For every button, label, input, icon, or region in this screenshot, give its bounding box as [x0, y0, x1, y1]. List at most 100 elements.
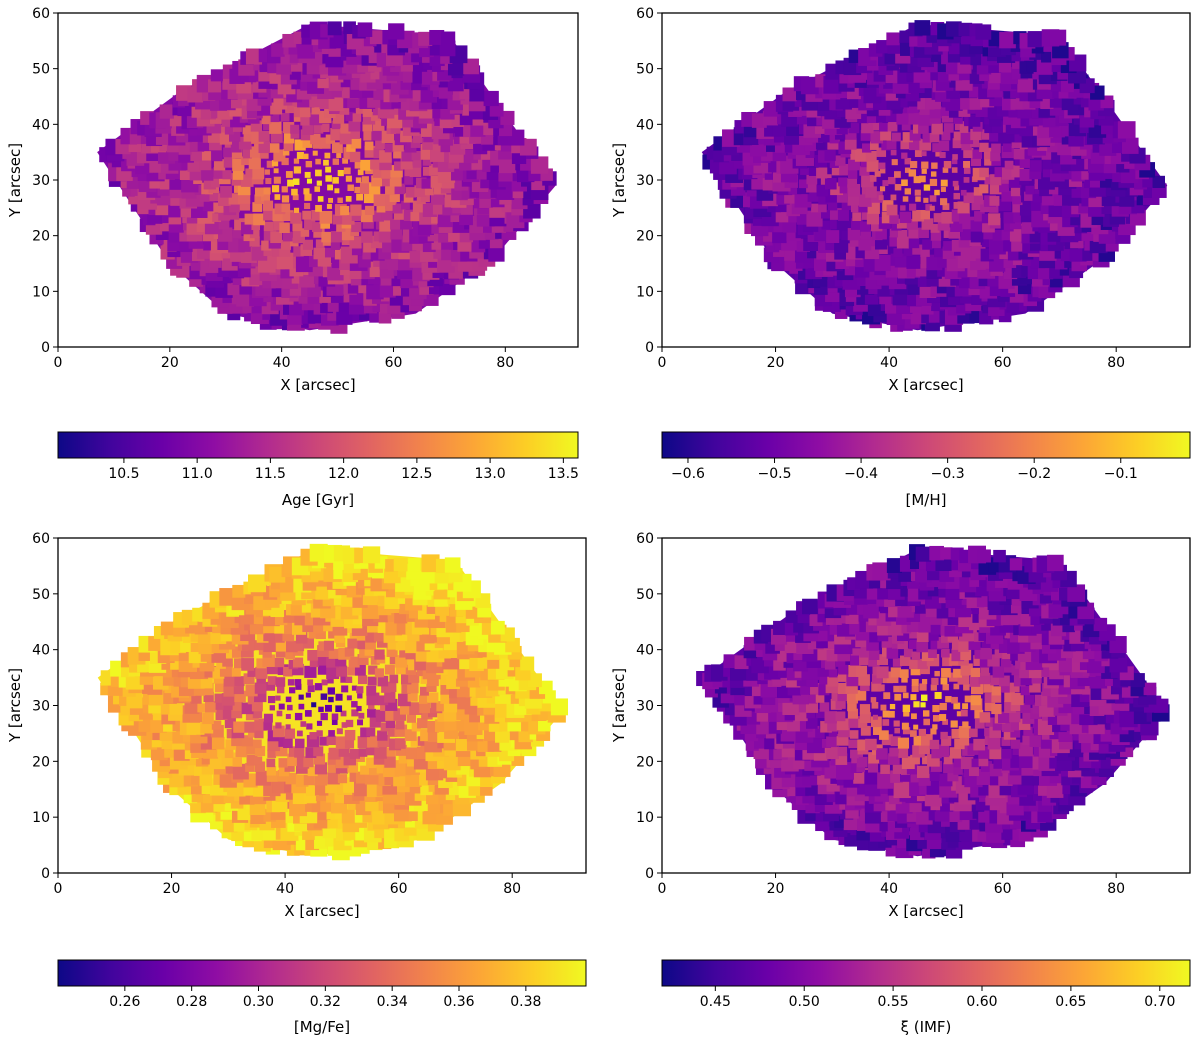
bin-tile	[356, 193, 364, 201]
bin-tile	[1130, 673, 1145, 688]
bin-tile	[891, 159, 898, 166]
bin-tile	[223, 686, 235, 697]
bin-tile	[331, 142, 343, 154]
bin-tile	[225, 739, 237, 750]
colorbar-tick-label: 13.5	[548, 466, 579, 482]
bin-tile	[287, 179, 295, 187]
bin-tile	[820, 721, 832, 733]
bin-tile	[922, 755, 931, 765]
bin-tile	[340, 123, 351, 134]
bin-tile	[837, 209, 849, 221]
y-ticks: 0 10 20 30 40 50 60	[636, 531, 662, 882]
bin-tile	[1014, 155, 1025, 166]
bin-tile	[883, 692, 891, 700]
bin-tile	[372, 168, 383, 178]
x-tick-label: 80	[503, 881, 521, 897]
bin-tile	[312, 150, 318, 156]
bin-tile	[285, 772, 298, 785]
bin-tile	[404, 175, 414, 185]
bin-tile	[1029, 681, 1041, 693]
bin-tile	[505, 637, 520, 653]
bin-tile	[807, 725, 820, 738]
bin-tile	[893, 781, 911, 799]
bin-tile	[1010, 701, 1021, 712]
bin-tile	[878, 195, 884, 201]
bin-tile	[418, 695, 428, 704]
bin-tile	[806, 173, 818, 185]
bin-tile	[1019, 205, 1031, 216]
bin-tile	[808, 166, 819, 176]
bin-tile	[258, 130, 270, 142]
bin-tile	[859, 704, 871, 715]
bin-tile	[974, 647, 986, 659]
bin-tile	[861, 209, 872, 220]
bin-tile	[375, 139, 385, 150]
bin-tile	[252, 708, 263, 719]
bin-tile	[865, 150, 877, 162]
bin-tile	[886, 32, 900, 46]
bin-tile	[887, 121, 898, 132]
bin-tile	[342, 157, 349, 164]
bin-tile	[371, 175, 383, 187]
bin-tile	[910, 730, 917, 737]
bin-tile	[879, 186, 886, 192]
bin-tile	[431, 191, 444, 205]
bin-tile	[354, 161, 362, 169]
bin-tile	[263, 221, 274, 232]
bin-tile	[800, 683, 812, 695]
bin-tile	[943, 755, 953, 765]
bin-tile	[283, 141, 294, 152]
bin-tile	[950, 720, 958, 728]
bin-tile	[910, 665, 921, 676]
bin-tile	[249, 228, 260, 239]
bin-tile	[311, 210, 322, 221]
bin-tile	[404, 729, 417, 741]
bin-tile	[381, 209, 393, 221]
bin-tile	[1029, 733, 1044, 747]
bin-tile	[829, 219, 840, 230]
bin-tile	[223, 147, 233, 158]
bin-tile	[815, 708, 826, 719]
bin-tile	[798, 179, 808, 189]
bin-tile	[824, 659, 836, 670]
bin-tile	[392, 203, 403, 214]
bin-tile	[332, 158, 340, 165]
bin-tile	[422, 157, 432, 166]
x-tick-label: 80	[496, 355, 514, 371]
bin-tile	[231, 735, 243, 747]
bin-tile	[373, 231, 384, 242]
bin-tile	[859, 646, 871, 658]
bin-tile	[357, 654, 369, 666]
x-tick-label: 60	[390, 881, 408, 897]
x-tick-label: 20	[161, 355, 179, 371]
bin-tile	[337, 774, 348, 784]
bin-tile	[818, 684, 830, 696]
bin-tile	[315, 205, 322, 212]
y-tick-label: 30	[32, 699, 50, 715]
bin-tile	[305, 160, 313, 168]
bin-tile	[993, 757, 1006, 769]
bin-tile	[998, 711, 1010, 724]
bin-tile	[222, 170, 232, 180]
y-tick-label: 50	[32, 62, 50, 78]
bin-tile	[344, 647, 355, 657]
bin-tile	[821, 220, 831, 230]
bin-tile	[258, 141, 271, 154]
bin-tile	[530, 156, 549, 174]
bin-tile	[816, 167, 828, 179]
bin-tile	[911, 685, 919, 692]
bin-tile	[864, 769, 880, 785]
bin-tile	[890, 194, 897, 201]
bin-tile	[1032, 702, 1044, 714]
bin-tile	[973, 187, 983, 196]
bin-tile	[345, 195, 352, 202]
colorbar-tick-label: 0.32	[310, 994, 341, 1010]
x-tick-label: 80	[1107, 355, 1125, 371]
bin-tile	[409, 702, 423, 715]
bin-tile	[841, 200, 852, 211]
bin-tile	[971, 201, 981, 211]
bin-tile	[271, 185, 280, 193]
bin-tile	[782, 87, 797, 102]
bin-tile	[389, 174, 402, 187]
bin-tile	[229, 201, 240, 213]
